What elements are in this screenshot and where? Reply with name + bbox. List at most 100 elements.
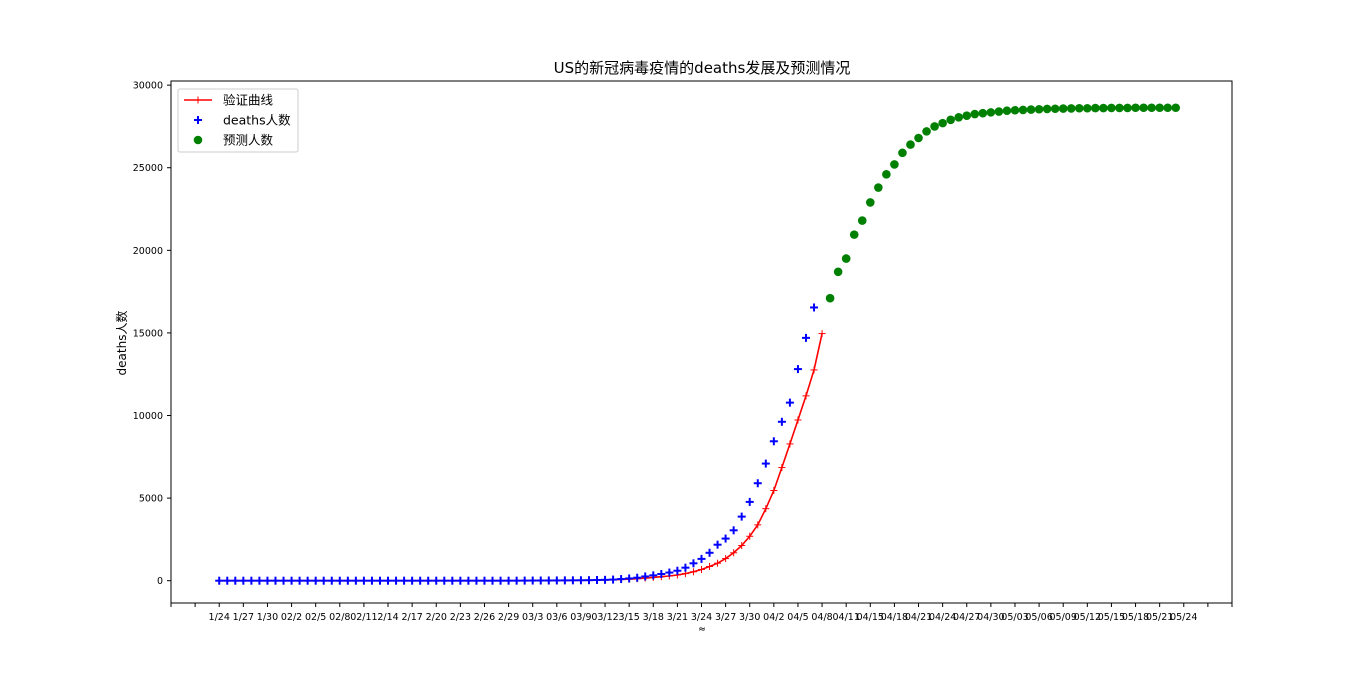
deaths-point xyxy=(785,398,794,407)
prediction-point xyxy=(1042,104,1052,114)
x-tick-label: 2/20 xyxy=(426,612,447,623)
x-tick-label: 02/8 xyxy=(329,612,350,623)
prediction-point xyxy=(841,254,851,263)
deaths-point xyxy=(424,576,433,585)
deaths-point xyxy=(777,417,786,426)
prediction-point xyxy=(1115,103,1124,113)
x-tick-label: 3/24 xyxy=(691,612,712,623)
chart-title: US的新冠病毒疫情的deaths发展及预测情况 xyxy=(554,59,851,77)
deaths-point xyxy=(593,576,602,585)
deaths-point xyxy=(239,576,248,585)
deaths-point xyxy=(271,576,280,585)
x-tick-label: 04/24 xyxy=(929,612,956,623)
deaths-point xyxy=(793,365,802,374)
legend-line-marker xyxy=(194,96,202,104)
prediction-point xyxy=(833,267,843,277)
validation-point xyxy=(794,416,802,424)
deaths-point xyxy=(673,566,682,575)
deaths-point xyxy=(480,576,489,585)
deaths-point xyxy=(416,576,425,585)
validation-point xyxy=(698,565,705,573)
deaths-point xyxy=(375,576,384,585)
deaths-point xyxy=(737,512,746,521)
prediction-point xyxy=(970,109,980,119)
prediction-point xyxy=(1147,103,1156,113)
prediction-point xyxy=(857,216,867,225)
deaths-point xyxy=(584,576,593,585)
deaths-point xyxy=(440,576,449,585)
prediction-point xyxy=(906,140,915,149)
x-tick-label: 05/09 xyxy=(1050,612,1077,623)
deaths-point xyxy=(400,576,409,585)
x-tick-label: 04/8 xyxy=(811,612,832,623)
deaths-point xyxy=(512,576,521,585)
deaths-point xyxy=(456,576,465,585)
deaths-point xyxy=(625,574,634,583)
x-tick-label: 04/27 xyxy=(953,612,980,623)
prediction-point xyxy=(1163,103,1172,113)
prediction-point xyxy=(1010,105,1020,115)
deaths-point xyxy=(649,571,658,580)
deaths-point xyxy=(552,576,561,585)
deaths-point xyxy=(392,576,401,585)
deaths-point xyxy=(713,540,722,549)
validation-point xyxy=(786,440,794,448)
y-tick-label: 5000 xyxy=(139,494,163,505)
validation-point xyxy=(722,555,730,563)
x-tick-label: 03/12 xyxy=(591,612,618,623)
prediction-point xyxy=(946,115,955,125)
deaths-point xyxy=(327,576,336,585)
prediction-point xyxy=(1018,105,1028,115)
prediction-point xyxy=(1074,103,1084,113)
validation-point xyxy=(810,366,818,374)
deaths-point xyxy=(568,576,577,585)
prediction-point xyxy=(1131,103,1140,113)
prediction-point xyxy=(962,111,972,120)
x-axis-label: ≈ xyxy=(698,624,706,635)
legend-deaths-marker xyxy=(194,116,202,124)
prediction-point xyxy=(874,183,883,192)
deaths-point xyxy=(472,576,481,585)
prediction-point xyxy=(898,148,907,158)
prediction-point xyxy=(994,107,1004,116)
prediction-point xyxy=(938,118,947,128)
prediction-point xyxy=(1155,103,1164,113)
deaths-point xyxy=(247,576,256,585)
deaths-point xyxy=(753,479,762,488)
prediction-point xyxy=(930,122,939,131)
deaths-point xyxy=(657,570,666,579)
x-tick-label: 04/5 xyxy=(787,612,808,623)
deaths-point xyxy=(231,576,240,585)
prediction-point xyxy=(825,293,835,303)
x-tick-label: 05/12 xyxy=(1074,612,1101,623)
x-tick-label: 04/18 xyxy=(881,612,908,623)
x-tick-label: 3/21 xyxy=(667,612,688,623)
x-tick-label: 1/30 xyxy=(257,612,278,623)
validation-point xyxy=(818,330,826,338)
deaths-point xyxy=(351,576,360,585)
prediction-point xyxy=(1002,106,1012,116)
deaths-point xyxy=(319,576,328,585)
prediction-point xyxy=(1139,103,1148,113)
x-tick-label: 05/21 xyxy=(1146,612,1173,623)
prediction-point xyxy=(1058,104,1068,113)
x-tick-label: 05/18 xyxy=(1122,612,1149,623)
validation-point xyxy=(746,532,754,540)
y-tick-label: 20000 xyxy=(133,246,163,257)
deaths-point xyxy=(801,333,810,342)
validation-point xyxy=(706,562,714,570)
deaths-point xyxy=(681,563,690,572)
x-tick-label: 1/27 xyxy=(233,612,254,623)
x-tick-label: 02/2 xyxy=(281,612,302,623)
deaths-point xyxy=(408,576,417,585)
prediction-point xyxy=(1026,105,1036,114)
x-tick-label: 3/27 xyxy=(715,612,736,623)
prediction-point xyxy=(865,198,875,207)
deaths-point xyxy=(520,576,529,585)
prediction-point xyxy=(1123,103,1132,113)
deaths-point xyxy=(576,576,585,585)
x-tick-label: 05/24 xyxy=(1170,612,1197,623)
x-tick-label: 02/11 xyxy=(350,612,377,623)
deaths-point xyxy=(665,568,674,577)
